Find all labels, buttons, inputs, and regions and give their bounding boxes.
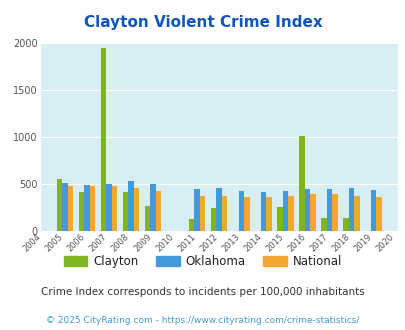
Bar	[331, 194, 337, 231]
Text: © 2025 CityRating.com - https://www.cityrating.com/crime-statistics/: © 2025 CityRating.com - https://www.city…	[46, 316, 359, 325]
Bar	[84, 185, 90, 231]
Bar	[150, 184, 156, 231]
Bar	[375, 197, 381, 231]
Bar	[342, 218, 348, 231]
Bar	[194, 189, 200, 231]
Bar	[57, 179, 62, 231]
Bar	[188, 219, 194, 231]
Bar	[62, 182, 68, 231]
Bar	[370, 190, 375, 231]
Bar	[156, 191, 161, 231]
Bar	[282, 191, 287, 231]
Bar	[112, 186, 117, 231]
Bar	[320, 218, 326, 231]
Bar	[68, 186, 73, 231]
Bar	[123, 192, 128, 231]
Bar	[309, 194, 315, 231]
Bar	[100, 48, 106, 231]
Bar	[216, 188, 222, 231]
Bar	[200, 196, 205, 231]
Bar	[304, 189, 309, 231]
Bar	[238, 190, 243, 231]
Text: Crime Index corresponds to incidents per 100,000 inhabitants: Crime Index corresponds to incidents per…	[41, 287, 364, 297]
Bar	[243, 197, 249, 231]
Bar	[79, 192, 84, 231]
Bar	[287, 196, 293, 231]
Bar	[276, 207, 282, 231]
Bar	[134, 188, 139, 231]
Legend: Clayton, Oklahoma, National: Clayton, Oklahoma, National	[64, 255, 341, 268]
Bar	[211, 208, 216, 231]
Bar	[222, 196, 227, 231]
Bar	[90, 186, 95, 231]
Bar	[353, 196, 359, 231]
Bar	[298, 136, 304, 231]
Bar	[106, 184, 112, 231]
Bar	[326, 189, 331, 231]
Bar	[260, 192, 265, 231]
Text: Clayton Violent Crime Index: Clayton Violent Crime Index	[83, 15, 322, 30]
Bar	[145, 206, 150, 231]
Bar	[128, 181, 134, 231]
Bar	[265, 197, 271, 231]
Bar	[348, 188, 353, 231]
